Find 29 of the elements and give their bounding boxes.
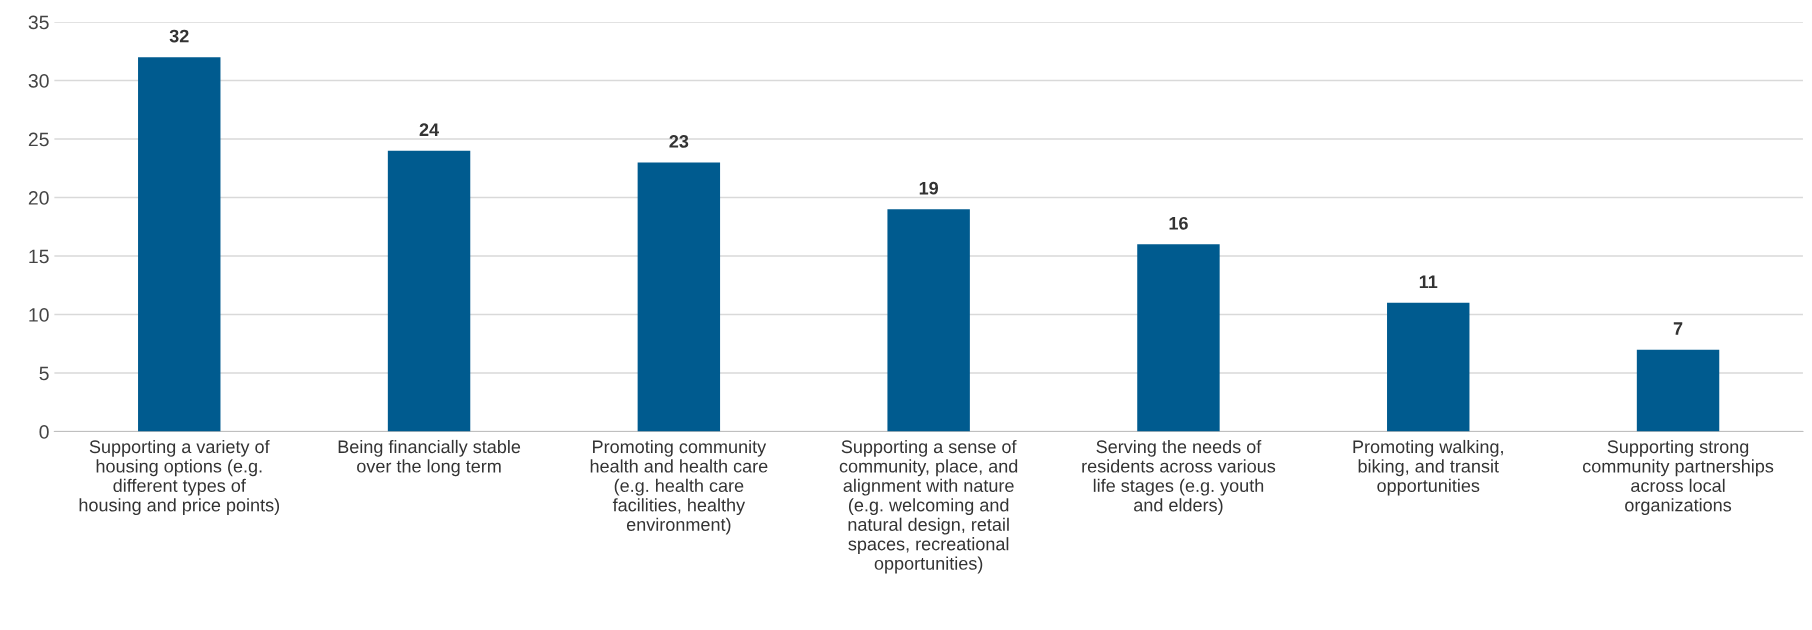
y-tick-label: 0 — [39, 425, 49, 439]
x-tick-label: Promoting community health and health care (e.g. health care facilities, healthy environment) — [590, 439, 768, 535]
bar — [1137, 244, 1220, 432]
x-tick-label: Supporting a variety of housing options (e.g. different types of housing and price points) — [79, 439, 280, 516]
bar — [387, 150, 471, 432]
bar — [1636, 349, 1720, 432]
data-label: 16 — [1169, 216, 1188, 230]
bar — [637, 162, 721, 432]
y-tick-label: 15 — [29, 249, 49, 264]
x-tick-label: Serving the needs of residents across various life stages (e.g. youth and elders) — [1082, 439, 1276, 516]
y-tick-label: 5 — [39, 366, 49, 381]
bar — [887, 209, 970, 432]
data-label: 24 — [419, 123, 439, 136]
data-label: 11 — [1419, 275, 1438, 288]
x-tick-label: Promoting walking, biking, and transit opportunities — [1353, 439, 1503, 496]
y-tick-label: 20 — [28, 191, 49, 205]
data-label: 23 — [669, 134, 689, 148]
x-tick-label: Being financially stable over the long term — [338, 439, 521, 477]
y-tick-label: 10 — [29, 308, 49, 322]
y-tick-label: 25 — [28, 132, 49, 147]
x-tick-label: Supporting strong community partnerships across local organizations — [1582, 439, 1774, 516]
data-label: 19 — [919, 181, 939, 195]
data-label: 7 — [1673, 322, 1683, 335]
y-tick-label: 35 — [28, 15, 49, 30]
bar — [1387, 302, 1470, 432]
y-tick-label: 30 — [28, 74, 49, 88]
data-label: 32 — [169, 29, 189, 43]
x-tick-label: Supporting a sense of community, place, and alignment with nature (e.g. welcoming and natural design, retail spaces, recreational opportunities) — [839, 439, 1018, 574]
bar — [138, 57, 221, 432]
